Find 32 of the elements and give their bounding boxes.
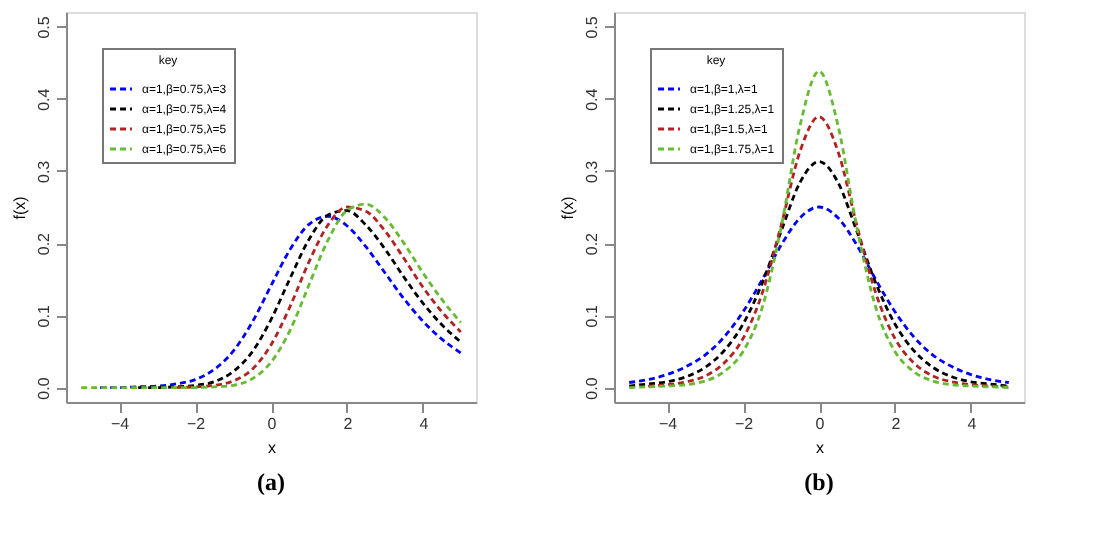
x-tick-label: 4 xyxy=(967,415,978,433)
x-axis-title: x xyxy=(268,439,276,457)
y-tick-label: 0.2 xyxy=(35,231,53,256)
y-tick-label: 0.4 xyxy=(583,87,601,111)
x-tick-label: −4 xyxy=(111,415,131,433)
x-tick-label: 4 xyxy=(419,415,430,433)
line-series xyxy=(627,69,1011,389)
x-axis-title: x xyxy=(816,439,824,457)
line-series xyxy=(627,160,1011,388)
y-tick-label: 0.5 xyxy=(35,15,53,39)
y-tick-label: 0.1 xyxy=(583,304,601,328)
y-tick-label: 0.0 xyxy=(35,376,53,400)
y-tick-label: 0.4 xyxy=(35,87,53,111)
x-tick-label: 2 xyxy=(891,415,902,433)
x-tick-label: −4 xyxy=(659,415,679,433)
x-tick-label: −2 xyxy=(734,415,755,433)
x-tick-label: 0 xyxy=(267,415,278,433)
y-tick-label: 0.5 xyxy=(583,15,601,39)
x-tick-label: 2 xyxy=(343,415,354,433)
y-axis-title: f(x) xyxy=(11,195,29,220)
line-series xyxy=(646,115,1011,389)
x-tick-label: 0 xyxy=(815,415,826,433)
y-axis-title: f(x) xyxy=(559,195,577,220)
y-tick-label: 0.0 xyxy=(583,376,601,400)
x-tick-label: −2 xyxy=(186,415,207,433)
y-tick-label: 0.3 xyxy=(35,159,53,184)
line-series xyxy=(627,205,1011,384)
y-tick-label: 0.1 xyxy=(35,304,53,328)
y-tick-label: 0.3 xyxy=(583,159,601,184)
text: (b) xyxy=(804,468,834,496)
y-tick-label: 0.2 xyxy=(583,231,601,256)
text: (a) xyxy=(257,468,285,496)
